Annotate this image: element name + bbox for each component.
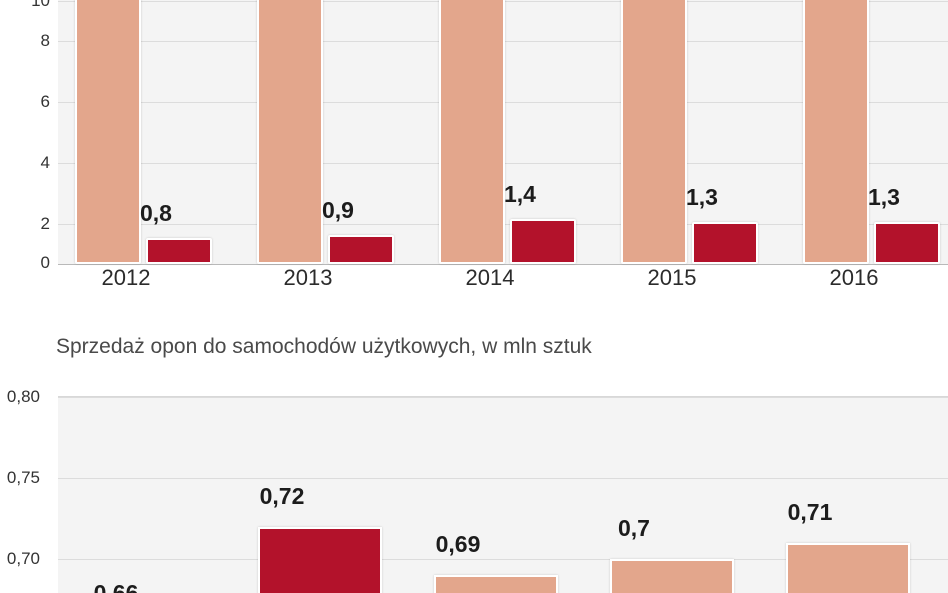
gridline-080	[58, 397, 948, 398]
chart-bottom-commercial-tire-sales: 0,80 0,75 0,70 0,66 0,72 0,69 0,7 0,71	[0, 388, 948, 593]
bar-bottom-value-1: 0,66	[93, 580, 139, 593]
bar-bottom-value-3: 0,69	[435, 531, 481, 557]
bar-salmon-2012	[75, 0, 141, 264]
bar-bottom-value-2: 0,72	[259, 483, 305, 509]
bar-salmon-2016	[803, 0, 869, 264]
bar-bottom-3	[434, 575, 558, 593]
bar-value-2013: 0,9	[322, 197, 354, 223]
bar-bottom-5	[786, 543, 910, 593]
bar-salmon-2015	[621, 0, 687, 264]
axis-baseline-top	[58, 264, 948, 265]
y-tick-2: 2	[40, 214, 50, 233]
x-label-2013: 2013	[283, 265, 333, 290]
y-tick-6: 6	[40, 92, 50, 111]
bar-value-2012: 0,8	[140, 200, 172, 226]
gridline-075	[58, 478, 948, 479]
bar-value-2015: 1,3	[686, 184, 718, 210]
bar-bottom-value-4: 0,7	[618, 515, 650, 541]
x-label-2014: 2014	[465, 265, 515, 290]
chart-bottom-subtitle: Sprzedaż opon do samochodów użytkowych, …	[56, 335, 592, 358]
x-label-2016: 2016	[829, 265, 879, 290]
plot-area-bottom	[58, 396, 948, 593]
y-tick-4: 4	[40, 153, 50, 172]
bar-bottom-value-5: 0,71	[787, 499, 833, 525]
bar-value-2014: 1,4	[504, 181, 536, 207]
bar-salmon-2013	[257, 0, 323, 264]
bar-salmon-2014	[439, 0, 505, 264]
bar-value-2016: 1,3	[868, 184, 900, 210]
bar-crimson-2015	[692, 222, 758, 264]
bar-crimson-2013	[328, 235, 394, 264]
bar-bottom-2	[258, 527, 382, 593]
y-tick-080: 0,80	[6, 388, 40, 406]
y-tick-8: 8	[40, 31, 50, 50]
bar-bottom-4	[610, 559, 734, 593]
x-label-2012: 2012	[101, 265, 151, 290]
y-tick-070: 0,70	[6, 549, 40, 568]
bar-crimson-2014	[510, 219, 576, 264]
plot-area-top	[58, 0, 948, 265]
y-tick-10: 10	[31, 0, 50, 10]
y-tick-0: 0	[40, 253, 50, 272]
bar-crimson-2012	[146, 238, 212, 264]
y-tick-075: 0,75	[6, 468, 40, 487]
x-label-2015: 2015	[647, 265, 697, 290]
y-axis-top: 10 8 6 4 2 0	[31, 0, 50, 272]
bar-crimson-2016	[874, 222, 940, 264]
gridline-070	[58, 559, 948, 560]
chart-top-tire-sales: 10 8 6 4 2 0 0,8 0,9 1,4 1,3 1,3 2012 20…	[31, 0, 948, 290]
